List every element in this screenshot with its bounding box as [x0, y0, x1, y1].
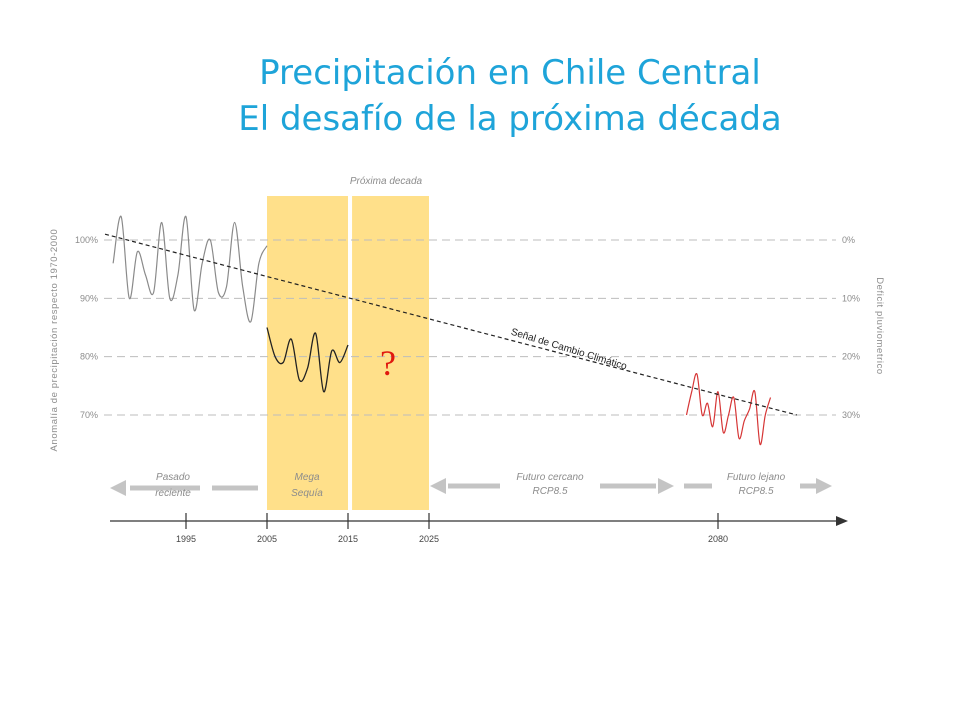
x-axis-arrowhead — [836, 516, 848, 526]
period-lejano-line1: Futuro lejano — [727, 472, 786, 483]
right-tick-label: 30% — [842, 410, 860, 420]
period-mega-line1: Mega — [294, 472, 319, 483]
arrow-cercano-right-head — [658, 478, 674, 494]
band-mega-sequia — [267, 196, 348, 510]
series-mega-sequia — [266, 327, 349, 393]
x-tick-label: 2080 — [708, 534, 728, 544]
title-line-1: Precipitación en Chile Central — [259, 53, 761, 93]
x-tick-label: 1995 — [176, 534, 196, 544]
right-tick-labels: 0% 10% 20% 30% — [842, 235, 860, 420]
left-tick-labels: 100% 90% 80% 70% — [75, 235, 98, 420]
period-cercano-line1: Futuro cercano — [516, 472, 584, 483]
trend-label: Señal de Cambio Climático — [509, 327, 628, 373]
band-top-label: Próxima decada — [350, 176, 423, 187]
arrow-cercano-left-head — [430, 478, 446, 494]
series-futuro-lejano — [685, 372, 772, 445]
x-tick-label: 2025 — [419, 534, 439, 544]
period-cercano-line2: RCP8.5 — [532, 486, 567, 497]
right-axis-title: Deficit pluviometrico — [874, 277, 885, 375]
x-axis-ticks: 1995 2005 2015 2025 2080 — [176, 513, 728, 544]
period-pasado-line1: Pasado — [156, 472, 190, 483]
slide-title: Precipitación en Chile Central El desafí… — [0, 50, 960, 142]
right-tick-label: 0% — [842, 235, 855, 245]
period-mega-line2: Sequía — [291, 488, 323, 499]
left-tick-label: 70% — [80, 410, 98, 420]
left-tick-label: 80% — [80, 352, 98, 362]
right-tick-label: 10% — [842, 293, 860, 303]
x-tick-label: 2015 — [338, 534, 358, 544]
period-arrows — [110, 478, 832, 496]
arrow-pasado-head — [110, 480, 126, 496]
trend-line — [104, 233, 797, 416]
x-tick-label: 2005 — [257, 534, 277, 544]
left-axis-title: Anomalía de precipitación respecto 1970-… — [49, 229, 60, 452]
period-pasado-line2: reciente — [155, 488, 191, 499]
period-lejano-line2: RCP8.5 — [738, 486, 773, 497]
right-tick-label: 20% — [842, 352, 860, 362]
left-tick-label: 90% — [80, 293, 98, 303]
grid-lines — [104, 239, 836, 416]
title-line-2: El desafío de la próxima década — [238, 99, 782, 139]
series-pasado-reciente — [112, 216, 268, 323]
band-proxima-decada — [352, 196, 429, 510]
question-mark: ? — [380, 343, 396, 383]
arrow-lejano-right-head — [816, 478, 832, 494]
left-tick-label: 100% — [75, 235, 98, 245]
